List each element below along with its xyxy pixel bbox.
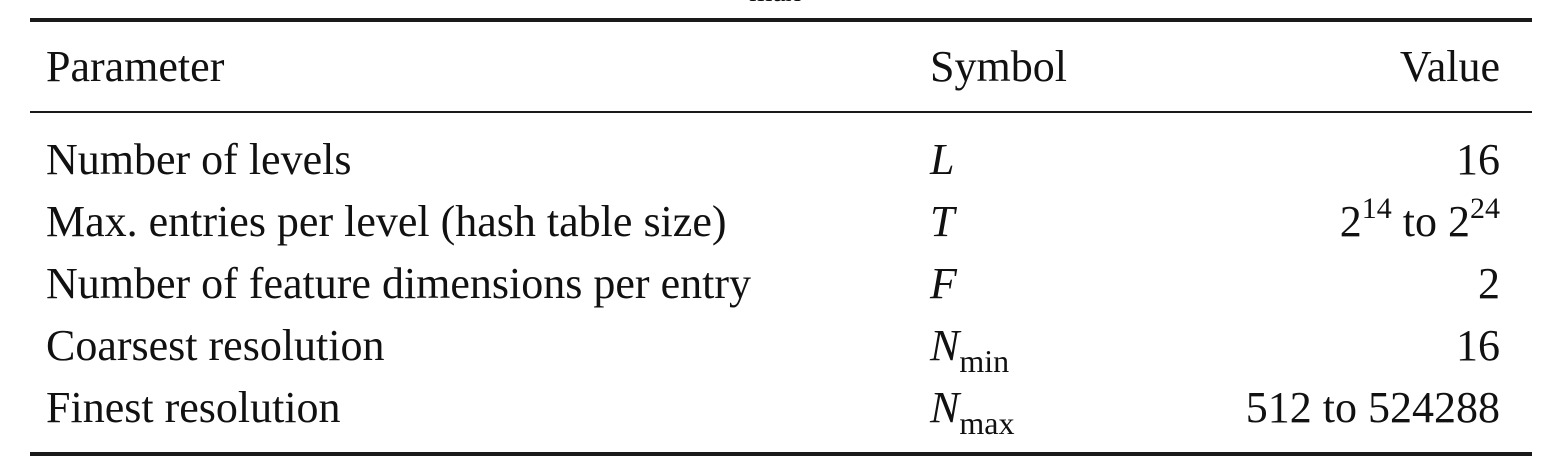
value-exponent: 14	[1361, 192, 1392, 225]
symbol-letter: L	[930, 135, 955, 184]
row-parameter: Coarsest resolution	[46, 321, 385, 370]
symbol-subscript: min	[959, 343, 1010, 379]
row-value: 512 to 524288	[1245, 383, 1500, 432]
row-parameter: Max. entries per level (hash table size)	[46, 197, 727, 246]
value-base: 2	[1339, 197, 1362, 246]
header-value: Value	[1399, 42, 1500, 91]
header-symbol: Symbol	[930, 42, 1067, 91]
row-symbol: Nmin	[930, 321, 1009, 378]
row-symbol: Nmax	[930, 383, 1014, 440]
value-exponent: 24	[1470, 192, 1500, 225]
row-symbol: T	[930, 198, 954, 246]
symbol-subscript: max	[959, 405, 1015, 441]
table-top-rule	[30, 18, 1532, 22]
row-parameter: Finest resolution	[46, 383, 341, 432]
caption-fragment-text: max	[749, 0, 801, 7]
symbol-letter: N	[930, 383, 960, 432]
row-symbol: L	[930, 136, 954, 184]
table-header-rule	[30, 111, 1532, 113]
row-symbol: F	[930, 260, 957, 308]
value-base: 2	[1448, 197, 1470, 246]
symbol-letter: N	[930, 321, 960, 370]
value-connector: to	[1391, 197, 1448, 246]
row-parameter: Number of feature dimensions per entry	[46, 259, 751, 308]
row-value: 214 to 224	[1339, 194, 1500, 246]
row-value: 2	[1478, 259, 1500, 308]
row-value: 16	[1456, 135, 1500, 184]
row-parameter: Number of levels	[46, 135, 352, 184]
symbol-letter: T	[930, 197, 955, 246]
symbol-letter: F	[930, 259, 957, 308]
row-value: 16	[1456, 321, 1500, 370]
table-bottom-rule	[30, 452, 1532, 456]
header-parameter: Parameter	[46, 42, 225, 91]
